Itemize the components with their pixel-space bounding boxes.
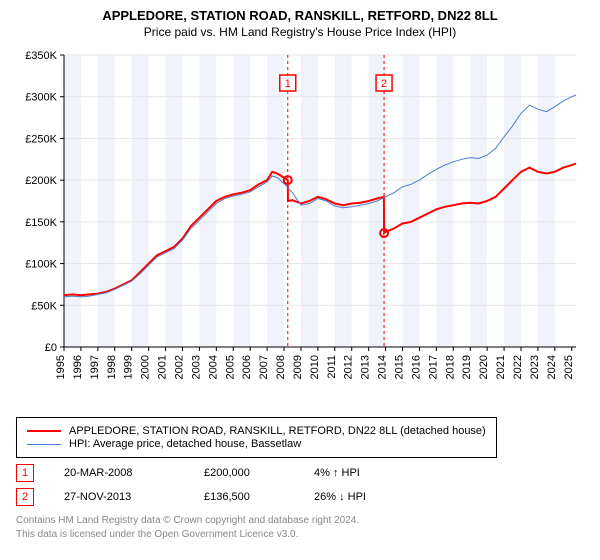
svg-text:2005: 2005 bbox=[224, 355, 236, 379]
legend-row: HPI: Average price, detached house, Bass… bbox=[27, 438, 486, 450]
svg-text:£100K: £100K bbox=[25, 259, 57, 271]
sale-price: £136,500 bbox=[204, 491, 284, 503]
svg-text:£200K: £200K bbox=[25, 175, 57, 187]
sale-diff: 26% ↓ HPI bbox=[314, 491, 424, 503]
attribution-line1: Contains HM Land Registry data © Crown c… bbox=[16, 514, 584, 528]
svg-text:2023: 2023 bbox=[529, 355, 541, 379]
svg-text:1999: 1999 bbox=[123, 355, 135, 379]
svg-text:£350K: £350K bbox=[25, 50, 57, 62]
sale-date: 27-NOV-2013 bbox=[64, 491, 174, 503]
svg-text:£0: £0 bbox=[45, 342, 57, 354]
svg-text:2001: 2001 bbox=[157, 355, 169, 379]
title-main: APPLEDORE, STATION ROAD, RANSKILL, RETFO… bbox=[16, 8, 584, 23]
svg-text:2: 2 bbox=[381, 78, 387, 90]
attribution-line2: This data is licensed under the Open Gov… bbox=[16, 528, 584, 542]
svg-text:2011: 2011 bbox=[326, 355, 338, 379]
legend-row: APPLEDORE, STATION ROAD, RANSKILL, RETFO… bbox=[27, 425, 486, 437]
svg-text:2022: 2022 bbox=[512, 355, 524, 379]
svg-text:2013: 2013 bbox=[360, 355, 372, 379]
svg-text:2002: 2002 bbox=[173, 355, 185, 379]
legend-label-series1: APPLEDORE, STATION ROAD, RANSKILL, RETFO… bbox=[69, 425, 486, 437]
legend-swatch-series2 bbox=[27, 444, 61, 445]
svg-text:2003: 2003 bbox=[190, 355, 202, 379]
svg-text:£300K: £300K bbox=[25, 92, 57, 104]
sale-date: 20-MAR-2008 bbox=[64, 467, 174, 479]
chart-svg: £0 £50K £100K £150K £200K £250K £300K £350K 1995… bbox=[16, 47, 584, 407]
sales-block: 1 20-MAR-2008 £200,000 4% ↑ HPI 2 27-NOV-2013… bbox=[16, 464, 584, 506]
sale-row: 2 27-NOV-2013 £136,500 26% ↓ HPI bbox=[16, 488, 584, 506]
attribution: Contains HM Land Registry data © Crown c… bbox=[16, 514, 584, 541]
svg-text:2010: 2010 bbox=[309, 355, 321, 379]
svg-text:1997: 1997 bbox=[89, 355, 101, 379]
svg-text:1996: 1996 bbox=[72, 355, 84, 379]
legend-swatch-series1 bbox=[27, 430, 61, 432]
sale-diff: 4% ↑ HPI bbox=[314, 467, 424, 479]
svg-text:2018: 2018 bbox=[444, 355, 456, 379]
svg-text:2017: 2017 bbox=[427, 355, 439, 379]
title-sub: Price paid vs. HM Land Registry's House … bbox=[16, 25, 584, 39]
svg-text:2020: 2020 bbox=[478, 355, 490, 379]
svg-text:2008: 2008 bbox=[275, 355, 287, 379]
svg-text:1998: 1998 bbox=[106, 355, 118, 379]
svg-text:2006: 2006 bbox=[241, 355, 253, 379]
svg-text:2019: 2019 bbox=[461, 355, 473, 379]
svg-text:2000: 2000 bbox=[140, 355, 152, 379]
price-chart: £0 £50K £100K £150K £200K £250K £300K £350K 1995… bbox=[16, 47, 584, 407]
svg-text:2016: 2016 bbox=[410, 355, 422, 379]
svg-text:2004: 2004 bbox=[207, 355, 219, 379]
svg-text:£250K: £250K bbox=[25, 133, 57, 145]
svg-text:2009: 2009 bbox=[292, 355, 304, 379]
sale-marker: 2 bbox=[16, 488, 34, 506]
svg-text:2007: 2007 bbox=[258, 355, 270, 379]
svg-text:2025: 2025 bbox=[563, 355, 575, 379]
svg-text:2012: 2012 bbox=[343, 355, 355, 379]
sale-row: 1 20-MAR-2008 £200,000 4% ↑ HPI bbox=[16, 464, 584, 482]
svg-text:£150K: £150K bbox=[25, 217, 57, 229]
svg-text:2021: 2021 bbox=[495, 355, 507, 379]
svg-text:1995: 1995 bbox=[55, 355, 67, 379]
legend-label-series2: HPI: Average price, detached house, Bass… bbox=[69, 438, 301, 450]
svg-text:2014: 2014 bbox=[377, 355, 389, 379]
legend-box: APPLEDORE, STATION ROAD, RANSKILL, RETFO… bbox=[16, 417, 497, 458]
sale-marker: 1 bbox=[16, 464, 34, 482]
svg-text:2024: 2024 bbox=[546, 355, 558, 379]
svg-text:2015: 2015 bbox=[394, 355, 406, 379]
svg-text:1: 1 bbox=[285, 78, 291, 90]
svg-text:£50K: £50K bbox=[31, 300, 57, 312]
sale-price: £200,000 bbox=[204, 467, 284, 479]
